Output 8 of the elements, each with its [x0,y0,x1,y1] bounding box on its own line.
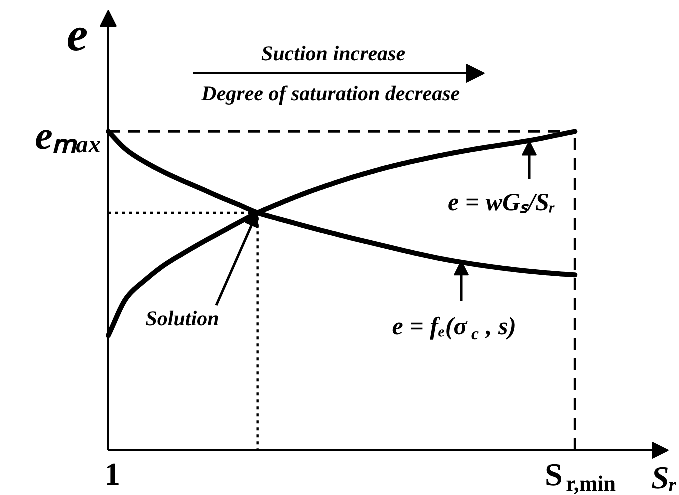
x-tick-label: 1 [104,456,120,492]
text: Suction increase [261,42,406,66]
x-axis-title: Sᵣ [652,460,678,495]
text: Degree of saturation decrease [200,82,460,106]
annotation: e = wGₛ/Sᵣ [448,190,556,217]
y-axis-title: e [66,8,88,62]
ref-line-label: eₘₐₓ [35,113,103,158]
annotation: Solution [146,306,220,330]
